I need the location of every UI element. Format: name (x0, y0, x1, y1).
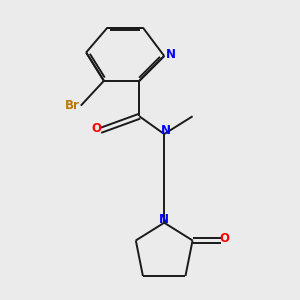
Text: N: N (158, 213, 169, 226)
Text: O: O (91, 122, 101, 135)
Text: Br: Br (64, 99, 80, 112)
Text: O: O (220, 232, 230, 245)
Text: N: N (161, 124, 171, 137)
Text: N: N (166, 48, 176, 61)
